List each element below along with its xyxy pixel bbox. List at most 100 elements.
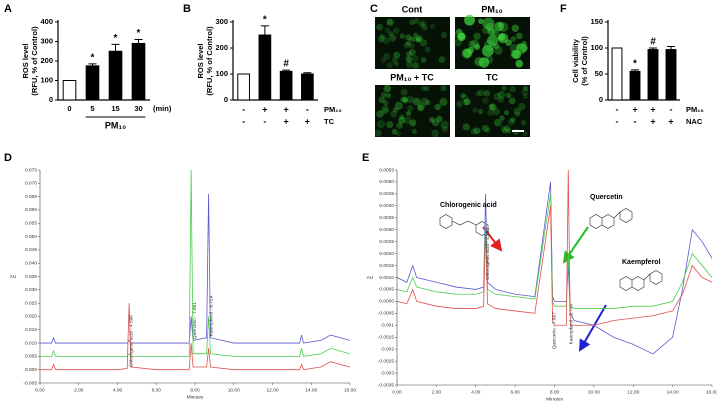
- error-bar: [134, 39, 143, 44]
- x-tick-label: 16.00: [706, 389, 717, 395]
- x-tick-label: 15: [111, 104, 119, 113]
- cell-signal: [493, 118, 502, 127]
- cell-signal: [406, 56, 413, 64]
- cell-signal: [412, 97, 421, 106]
- cell-signal: [425, 100, 431, 106]
- y-tick-label: -0.0005: [378, 311, 395, 317]
- cell-signal: [482, 26, 490, 35]
- cell-signal: [396, 122, 403, 129]
- x-tick-label: 2.00: [432, 389, 442, 395]
- cell-signal: [400, 88, 408, 96]
- cell-signal: [405, 55, 412, 62]
- image-label: Cont: [402, 4, 423, 14]
- condition-sign: +: [632, 104, 637, 114]
- cell-signal: [494, 46, 503, 55]
- cell-signal: [402, 98, 408, 104]
- condition-sign: +: [283, 104, 288, 114]
- cell-signal: [478, 108, 484, 115]
- cell-signal: [389, 34, 397, 42]
- cell-signal: [382, 107, 389, 115]
- condition-sign: +: [283, 116, 288, 126]
- arrow: [578, 304, 607, 352]
- error-bar: [282, 69, 291, 72]
- image-label: PM₁₀: [481, 4, 502, 14]
- y-tick-label: 0.030: [25, 287, 37, 293]
- y-tick-label: 0.0035: [379, 215, 394, 221]
- cell-signal: [420, 97, 429, 106]
- x-tick-label: 0.00: [35, 387, 45, 393]
- chromatogram-line: [396, 169, 713, 326]
- cell-signal: [509, 85, 516, 93]
- y-tick-label: -0.002: [380, 346, 394, 352]
- condition-sign: +: [305, 116, 310, 126]
- cell-signal: [403, 41, 411, 49]
- condition-sign: -: [634, 116, 637, 126]
- cell-signal: [408, 48, 416, 56]
- condition-sign: -: [263, 116, 266, 126]
- cell-signal: [406, 95, 414, 104]
- cell-signal: [521, 88, 529, 96]
- significance-mark: #: [283, 59, 289, 70]
- cell-signal: [440, 31, 447, 38]
- x-tick-label: 8.00: [190, 387, 200, 393]
- y-tick-label: 50: [595, 69, 603, 78]
- chromatogram-line: [40, 303, 351, 371]
- y-tick-label: -0.005: [23, 380, 37, 386]
- y-tick-label: 100: [215, 69, 228, 78]
- bar: [85, 65, 100, 101]
- cell-signal: [417, 104, 424, 112]
- compound-name: Chlorogenic acid: [440, 202, 497, 209]
- y-tick-label: 0: [224, 95, 228, 104]
- y-tick-label: 0.0030: [379, 227, 394, 233]
- cell-signal: [488, 103, 495, 111]
- error-bar: [260, 25, 269, 35]
- x-tick-label: 8.00: [550, 389, 560, 395]
- x-tick-label: 12.00: [266, 387, 278, 393]
- cell-signal: [491, 29, 499, 37]
- cell-signal: [510, 36, 517, 42]
- cell-signal: [440, 85, 447, 92]
- y-tick-label: 0: [49, 95, 53, 104]
- cell-signal: [483, 89, 491, 97]
- cell-signal: [405, 40, 412, 46]
- y-tick-label: 0.015: [25, 327, 37, 333]
- cell-signal: [461, 94, 469, 102]
- cell-signal: [503, 110, 510, 116]
- cell-signal: [473, 127, 481, 135]
- y-tick-label: 0.0000: [379, 299, 394, 305]
- cell-signal: [478, 18, 484, 24]
- cell-signal: [409, 43, 415, 49]
- peak-label: Quercetin - 7.897: [551, 312, 557, 349]
- significance-mark: *: [263, 15, 267, 26]
- cell-signal: [431, 118, 440, 127]
- cell-signal: [441, 126, 448, 132]
- x-tick-label: 0: [67, 104, 71, 113]
- y-tick-label: 0.010: [25, 340, 37, 346]
- cell-signal: [473, 32, 481, 40]
- y-tick-label: 0.0020: [379, 251, 394, 257]
- cell-signal: [482, 97, 489, 104]
- cell-signal: [420, 39, 428, 47]
- cell-signal: [399, 96, 406, 103]
- cell-signal: [505, 39, 512, 46]
- x-tick-label: 10.00: [588, 389, 600, 395]
- cell-signal: [434, 103, 442, 111]
- cell-signal: [420, 57, 427, 63]
- cell-signal: [428, 117, 435, 123]
- cell-signal: [408, 36, 414, 42]
- peak-label: Quercetin - 7.851: [192, 302, 198, 339]
- peak-label: Kaempferol - 8.740: [568, 303, 574, 344]
- x-tick-label: 2.00: [74, 387, 84, 393]
- cell-signal: [497, 90, 506, 99]
- cell-signal: [438, 56, 446, 63]
- cell-signal: [515, 59, 524, 68]
- cell-signal: [380, 57, 386, 64]
- cell-signal: [431, 129, 440, 138]
- x-axis-label: Minutes: [546, 396, 563, 402]
- y-tick-label: 150: [590, 17, 603, 26]
- cell-signal: [497, 33, 506, 41]
- bar: [647, 49, 659, 101]
- cell-signal: [506, 128, 512, 134]
- cell-signal: [463, 99, 470, 106]
- y-tick-label: 0.065: [25, 194, 37, 200]
